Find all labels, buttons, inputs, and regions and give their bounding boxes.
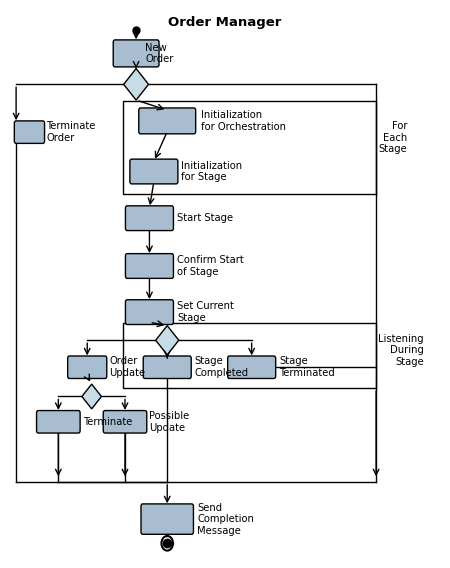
FancyBboxPatch shape	[113, 40, 159, 67]
Text: Terminate
Order: Terminate Order	[46, 122, 96, 143]
FancyBboxPatch shape	[126, 300, 173, 324]
FancyBboxPatch shape	[126, 206, 173, 231]
Text: Confirm Start
of Stage: Confirm Start of Stage	[177, 255, 244, 277]
Text: Start Stage: Start Stage	[177, 213, 233, 223]
Text: Send
Completion
Message: Send Completion Message	[198, 503, 254, 536]
Text: Terminate: Terminate	[83, 417, 132, 427]
Polygon shape	[124, 69, 148, 100]
FancyBboxPatch shape	[126, 254, 173, 278]
Bar	[123, 101, 376, 194]
FancyBboxPatch shape	[36, 411, 80, 433]
Text: Listening
During
Stage: Listening During Stage	[378, 334, 424, 367]
Bar	[123, 323, 376, 388]
Polygon shape	[82, 384, 101, 409]
FancyBboxPatch shape	[103, 411, 147, 433]
FancyBboxPatch shape	[14, 121, 45, 143]
FancyBboxPatch shape	[68, 356, 107, 378]
Text: Set Current
Stage: Set Current Stage	[177, 301, 234, 323]
Polygon shape	[156, 325, 179, 355]
FancyBboxPatch shape	[139, 108, 196, 134]
Text: New
Order: New Order	[145, 43, 173, 64]
Text: Initialization
for Orchestration: Initialization for Orchestration	[201, 110, 286, 132]
Text: Stage
Completed: Stage Completed	[195, 357, 249, 378]
Text: Possible
Update: Possible Update	[149, 411, 190, 433]
FancyBboxPatch shape	[130, 159, 178, 184]
FancyBboxPatch shape	[141, 504, 194, 534]
Text: Order
Update: Order Update	[109, 357, 145, 378]
Text: Stage
Terminated: Stage Terminated	[279, 357, 335, 378]
Text: Initialization
for Stage: Initialization for Stage	[181, 161, 243, 182]
Text: For
Each
Stage: For Each Stage	[378, 121, 407, 154]
FancyBboxPatch shape	[143, 356, 191, 378]
Text: Order Manager: Order Manager	[168, 16, 282, 29]
FancyBboxPatch shape	[228, 356, 276, 378]
